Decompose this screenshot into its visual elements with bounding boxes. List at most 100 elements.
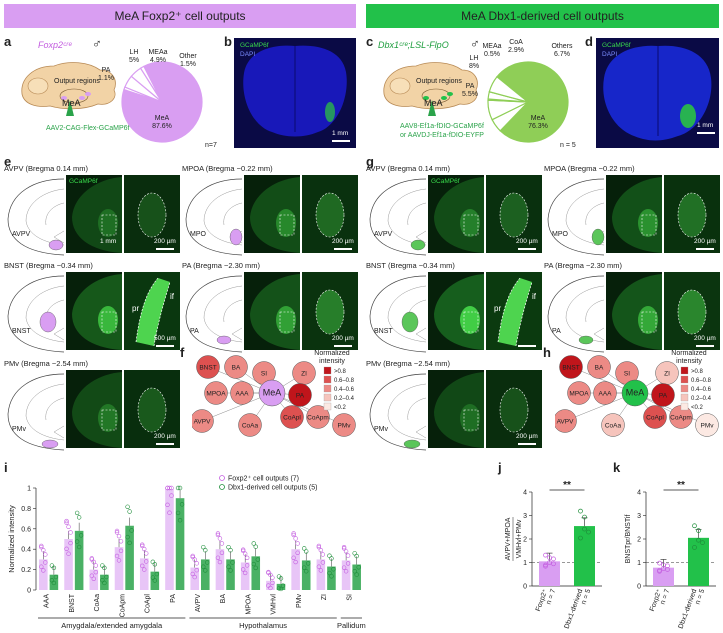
e-atlas-3 bbox=[185, 275, 243, 353]
e-section-title-3: PA (Bregma −2.30 mm) bbox=[182, 261, 261, 270]
scale-bar-b bbox=[332, 140, 350, 142]
g-scale-bar-4 bbox=[518, 443, 536, 445]
chart-j-bar-1 bbox=[574, 526, 595, 586]
chart-i-bar-0-10 bbox=[291, 549, 300, 590]
g-micrograph-overview-2 bbox=[428, 272, 484, 350]
legend-gcamp-d: GCaMP6f bbox=[602, 42, 631, 49]
h-node-label-aaa: AAA bbox=[598, 391, 612, 398]
g-region-label-4: PMv bbox=[374, 426, 388, 433]
e-scale-label-1: 200 µm bbox=[332, 238, 354, 245]
e-micrograph-zoom-4 bbox=[124, 370, 180, 448]
e-scale-label-3: 200 µm bbox=[332, 335, 354, 342]
f-node-coapm bbox=[306, 405, 330, 429]
brain-image-d bbox=[596, 38, 719, 148]
f-node-label-coapm: CoApm bbox=[307, 415, 329, 422]
h-legend-swatch-3 bbox=[680, 393, 689, 402]
chart-i-bar-0-1 bbox=[64, 539, 73, 590]
chart-j-ytick-2: 2 bbox=[523, 537, 527, 544]
f-legend-swatch-1 bbox=[323, 375, 332, 384]
f-node-aaa bbox=[230, 381, 254, 405]
pie-a-slice-value-2: 5% bbox=[129, 57, 139, 64]
virus-label-c1: AAV8-Ef1a-fDIO-GCaMP6f bbox=[400, 123, 484, 130]
h-node-label-mpoa: MPOA bbox=[569, 391, 589, 398]
f-node-label-mea: MeA bbox=[263, 388, 282, 398]
chart-i-xtick-10: PMv bbox=[296, 594, 303, 609]
h-node-label-bnst: BNST bbox=[562, 365, 579, 372]
h-node-mea bbox=[621, 379, 649, 407]
pie-c-slice-name-5: Others bbox=[551, 43, 573, 50]
f-node-label-ba: BA bbox=[232, 365, 241, 372]
chart-i-xtick-6: AVPV bbox=[195, 594, 202, 612]
chart-i-xtick-1: BNST bbox=[69, 593, 76, 612]
chart-i-xtick-2: CoAa bbox=[94, 594, 101, 612]
pie-c-slice-name-2: LH bbox=[470, 55, 479, 62]
f-legend-label-4: <0.2 bbox=[334, 405, 347, 411]
g-region-label-2: BNST bbox=[374, 328, 393, 335]
h-node-aaa bbox=[593, 381, 617, 405]
chart-i-bar-1-5 bbox=[175, 498, 185, 590]
panel-letter-a: a bbox=[4, 34, 12, 49]
h-node-pmv bbox=[695, 413, 719, 437]
h-node-bnst bbox=[559, 355, 583, 379]
g-micrograph-zoom-2 bbox=[486, 272, 542, 350]
e-micrograph-zoom-1 bbox=[302, 175, 358, 253]
h-legend-label-1: 0.6–0.8 bbox=[691, 378, 712, 384]
pie-c-slice-value-0: 76.3% bbox=[528, 123, 548, 130]
pie-a-slice-name-2: LH bbox=[130, 49, 139, 56]
male-icon-c: ♂ bbox=[470, 36, 480, 51]
scale-bar-d bbox=[697, 132, 715, 134]
h-legend-title1: Normalized bbox=[671, 350, 707, 357]
pie-c-slice-value-5: 6.7% bbox=[554, 51, 570, 58]
chart-k-ytick-3: 3 bbox=[637, 513, 641, 520]
h-node-label-coaa: CoAa bbox=[605, 423, 622, 430]
chart-i-xtick-9: VMHvl bbox=[271, 594, 278, 615]
e-section-title-0: AVPV (Bregma 0.14 mm) bbox=[4, 164, 89, 173]
g-gcamp-label: GCaMP6f bbox=[431, 178, 460, 185]
chart-j-ytick-1: 1 bbox=[523, 560, 527, 567]
h-legend-swatch-0 bbox=[680, 366, 689, 375]
e-scale-bar-4 bbox=[156, 443, 174, 445]
h-node-mpoa bbox=[567, 381, 591, 405]
chart-i-bar-0-3 bbox=[114, 547, 124, 590]
e-section-title-4: PMv (Bregma −2.54 mm) bbox=[4, 359, 88, 368]
g-section-title-3: PA (Bregma −2.30 mm) bbox=[544, 261, 623, 270]
f-node-mea bbox=[258, 379, 286, 407]
mea-label-a: MeA bbox=[62, 98, 81, 108]
g-scale-bar-3 bbox=[696, 345, 714, 347]
f-node-label-avpv: AVPV bbox=[194, 419, 212, 426]
pie-a-slice-value-1: 1.1% bbox=[98, 75, 114, 82]
f-node-mpoa bbox=[204, 381, 228, 405]
h-legend-label-0: >0.8 bbox=[691, 369, 704, 375]
scale-label-d: 1 mm bbox=[697, 122, 714, 129]
e-atlas-1 bbox=[185, 178, 243, 256]
chart-i-bar-1-10 bbox=[301, 560, 311, 590]
h-node-label-pmv: PMv bbox=[701, 423, 715, 430]
e-if-label: if bbox=[170, 292, 174, 301]
e-region-label-4: PMv bbox=[12, 426, 26, 433]
f-legend-title1: Normalized bbox=[314, 350, 350, 357]
g-micrograph-zoom-4 bbox=[486, 370, 542, 448]
e-micrograph-overview-3 bbox=[244, 272, 300, 350]
mea-label-c: MeA bbox=[424, 98, 443, 108]
f-node-coapl bbox=[280, 405, 304, 429]
g-micrograph-zoom-1 bbox=[664, 175, 720, 253]
pie-a-slice-name-0: MeA bbox=[155, 115, 170, 122]
chart-i-legend-1: Dbx1-derived cell outputs (5) bbox=[228, 485, 318, 492]
brain-sagittal-a bbox=[21, 62, 116, 116]
f-node-label-zi: ZI bbox=[301, 371, 307, 378]
e-region-label-1: MPO bbox=[190, 231, 206, 238]
chart-i-ylabel: Normalized intensity bbox=[7, 505, 16, 573]
f-legend-swatch-0 bbox=[323, 366, 332, 375]
chart-i-bar-0-7 bbox=[215, 549, 225, 590]
h-node-label-avpv: AVPV bbox=[557, 419, 575, 426]
f-legend-label-3: 0.2–0.4 bbox=[334, 396, 355, 402]
f-node-label-pa: PA bbox=[296, 393, 305, 400]
chart-k-ytick-1: 1 bbox=[637, 560, 641, 567]
chart-k-ytick-2: 2 bbox=[637, 537, 641, 544]
chart-i-bar-0-8 bbox=[240, 562, 250, 590]
pie-c-slice-others bbox=[488, 75, 529, 103]
legend-dapi-b: DAPI bbox=[240, 51, 256, 58]
g-section-title-4: PMv (Bregma −2.54 mm) bbox=[366, 359, 450, 368]
brain-image-b bbox=[234, 38, 356, 148]
